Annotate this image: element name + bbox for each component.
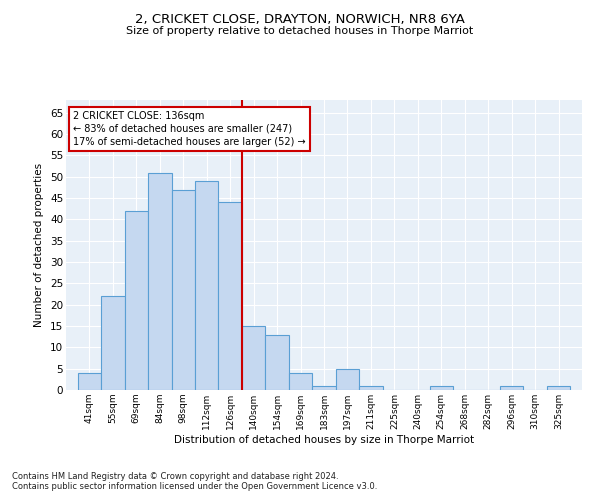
- Bar: [359, 386, 383, 390]
- Bar: [148, 172, 172, 390]
- Bar: [242, 326, 265, 390]
- Bar: [500, 386, 523, 390]
- Y-axis label: Number of detached properties: Number of detached properties: [34, 163, 44, 327]
- Bar: [101, 296, 125, 390]
- Bar: [430, 386, 453, 390]
- Bar: [125, 211, 148, 390]
- Text: Contains HM Land Registry data © Crown copyright and database right 2024.: Contains HM Land Registry data © Crown c…: [12, 472, 338, 481]
- Text: 2, CRICKET CLOSE, DRAYTON, NORWICH, NR8 6YA: 2, CRICKET CLOSE, DRAYTON, NORWICH, NR8 …: [135, 12, 465, 26]
- Bar: [195, 181, 218, 390]
- Bar: [218, 202, 242, 390]
- Bar: [265, 334, 289, 390]
- Bar: [336, 368, 359, 390]
- Bar: [312, 386, 336, 390]
- Bar: [172, 190, 195, 390]
- Bar: [78, 373, 101, 390]
- Bar: [289, 373, 312, 390]
- Text: 2 CRICKET CLOSE: 136sqm
← 83% of detached houses are smaller (247)
17% of semi-d: 2 CRICKET CLOSE: 136sqm ← 83% of detache…: [73, 110, 305, 147]
- Text: Size of property relative to detached houses in Thorpe Marriot: Size of property relative to detached ho…: [127, 26, 473, 36]
- Bar: [547, 386, 570, 390]
- X-axis label: Distribution of detached houses by size in Thorpe Marriot: Distribution of detached houses by size …: [174, 434, 474, 444]
- Text: Contains public sector information licensed under the Open Government Licence v3: Contains public sector information licen…: [12, 482, 377, 491]
